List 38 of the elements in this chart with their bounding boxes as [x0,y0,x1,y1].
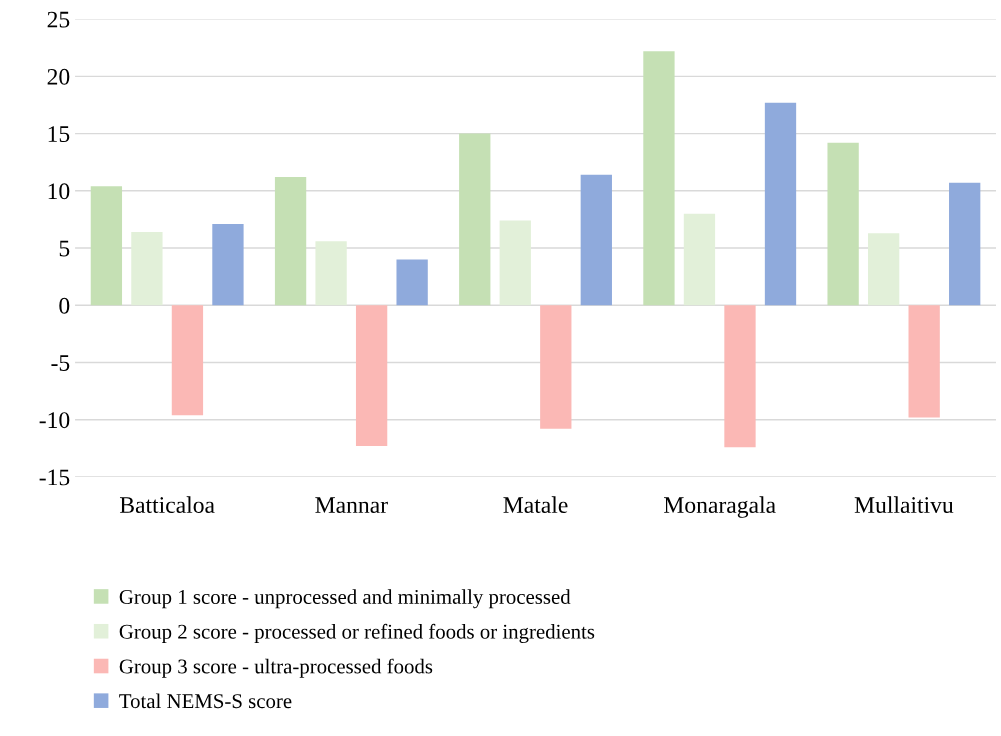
y-tick-label: -5 [51,355,70,371]
legend-label: Group 3 score - ultra-processed foods [119,658,433,678]
legend-label: Group 2 score - processed or refined foods or ingredients [119,623,595,644]
bar [827,142,859,306]
y-tick-label: 5 [59,240,70,257]
bar [396,259,428,306]
legend-label: Total NEMS-S score [119,693,292,709]
bar [171,305,204,416]
bar [212,224,244,306]
bar [499,220,531,306]
bar [459,133,491,306]
x-tick-label: Matale [503,496,568,513]
x-tick-label: Batticaloa [119,496,215,513]
y-tick-label: -15 [39,469,70,486]
bar [540,305,572,429]
y-tick-label: 0 [59,297,70,314]
y-tick-label: -10 [39,412,70,429]
bar [131,232,163,306]
y-tick-label: 20 [47,68,70,85]
x-tick-label: Mannar [315,497,388,513]
x-tick-label: Monaragala [664,496,776,518]
bar [580,174,612,306]
bar [90,186,123,306]
y-tick-label: 25 [47,11,70,28]
legend-label: Group 1 score - unprocessed and minimally processed [119,589,571,609]
bar [908,305,940,418]
bar [764,102,797,306]
bar [355,305,388,447]
bar [274,177,307,306]
bar [949,182,981,306]
bar [867,233,900,306]
y-tick-label: 15 [48,126,70,143]
bar [643,51,675,306]
bar [683,213,716,306]
x-tick-label: Mullaitivu [854,496,954,513]
bar [315,241,347,306]
y-tick-label: 10 [48,183,70,200]
bar [724,305,756,448]
